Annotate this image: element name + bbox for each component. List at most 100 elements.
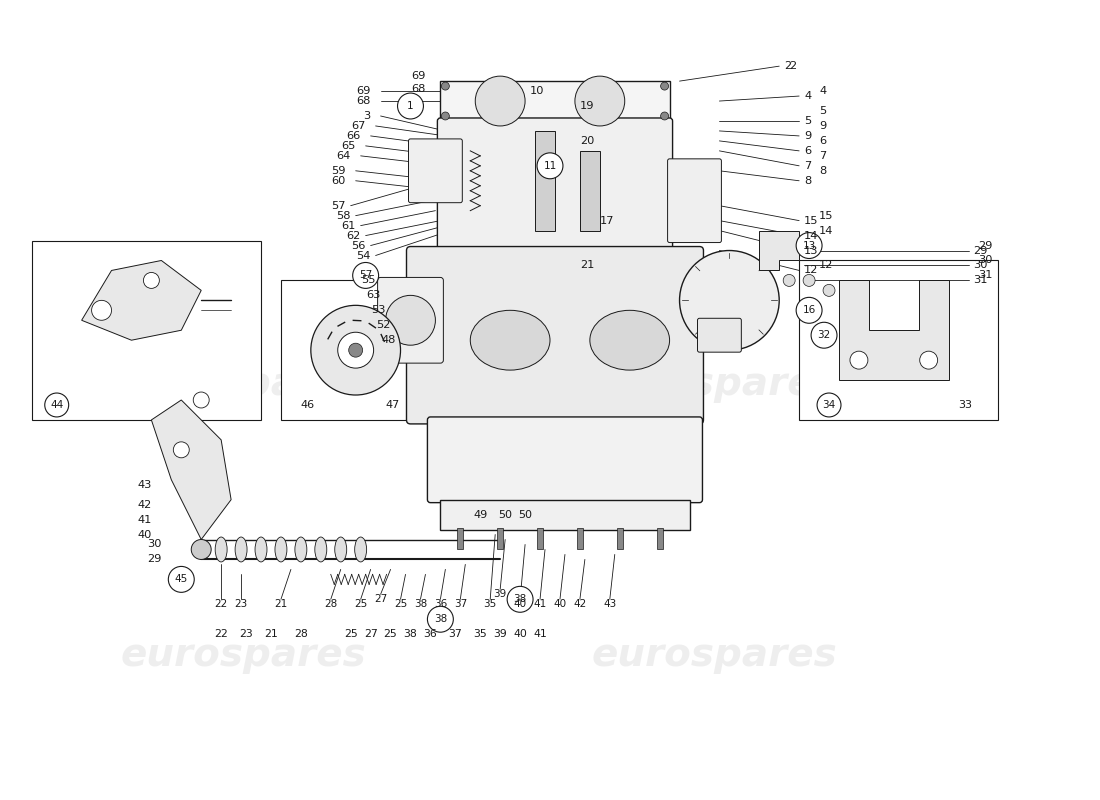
Text: 27: 27 — [364, 629, 377, 639]
FancyBboxPatch shape — [697, 318, 741, 352]
Circle shape — [811, 322, 837, 348]
Text: 40: 40 — [138, 530, 152, 539]
Circle shape — [353, 262, 378, 288]
Text: 40: 40 — [553, 599, 566, 610]
Ellipse shape — [471, 310, 550, 370]
Text: 48: 48 — [382, 335, 396, 346]
Text: 65: 65 — [341, 141, 355, 151]
Circle shape — [338, 332, 374, 368]
Text: 41: 41 — [534, 629, 547, 639]
Text: 66: 66 — [346, 131, 361, 141]
FancyBboxPatch shape — [408, 139, 462, 202]
Text: 16: 16 — [803, 306, 816, 315]
Text: 59: 59 — [331, 166, 345, 176]
Text: 37: 37 — [449, 629, 462, 639]
Text: 3: 3 — [363, 111, 371, 121]
Text: 27: 27 — [374, 594, 387, 604]
Circle shape — [349, 343, 363, 357]
Text: 46: 46 — [301, 400, 315, 410]
Text: 21: 21 — [580, 261, 594, 270]
Text: eurospares: eurospares — [120, 365, 366, 403]
Bar — [580, 151, 600, 230]
Text: 22: 22 — [214, 599, 228, 610]
Text: 36: 36 — [433, 599, 447, 610]
Circle shape — [174, 442, 189, 458]
Text: 68: 68 — [356, 96, 371, 106]
Text: 29: 29 — [979, 241, 993, 250]
Circle shape — [537, 153, 563, 178]
Polygon shape — [152, 400, 231, 539]
Text: 29: 29 — [147, 554, 162, 565]
Circle shape — [397, 93, 424, 119]
Text: 25: 25 — [354, 599, 367, 610]
Text: 67: 67 — [351, 121, 365, 131]
Ellipse shape — [235, 537, 248, 562]
Text: 54: 54 — [356, 250, 371, 261]
Circle shape — [796, 233, 822, 258]
Circle shape — [311, 306, 400, 395]
Ellipse shape — [255, 537, 267, 562]
Text: 32: 32 — [817, 330, 830, 340]
Text: 57: 57 — [359, 270, 372, 281]
Text: 1: 1 — [407, 101, 414, 111]
Text: 2: 2 — [789, 61, 796, 71]
Text: 30: 30 — [979, 255, 993, 266]
Text: 43: 43 — [603, 599, 616, 610]
Text: 47: 47 — [386, 400, 399, 410]
FancyBboxPatch shape — [438, 118, 672, 254]
Text: 30: 30 — [147, 539, 162, 550]
Text: 52: 52 — [376, 320, 390, 330]
Circle shape — [575, 76, 625, 126]
Text: 17: 17 — [600, 216, 614, 226]
Text: 53: 53 — [371, 306, 386, 315]
Circle shape — [168, 566, 195, 592]
Bar — [657, 527, 662, 550]
Text: 6: 6 — [804, 146, 811, 156]
Text: 57: 57 — [331, 201, 345, 210]
Text: 25: 25 — [344, 629, 358, 639]
Text: 33: 33 — [958, 400, 972, 410]
Text: 14: 14 — [804, 230, 818, 241]
Polygon shape — [759, 230, 799, 270]
Bar — [617, 527, 623, 550]
Text: 31: 31 — [979, 270, 993, 281]
Bar — [497, 527, 503, 550]
Circle shape — [45, 393, 68, 417]
Text: 36: 36 — [424, 629, 438, 639]
Text: 23: 23 — [239, 629, 253, 639]
Ellipse shape — [216, 537, 227, 562]
Ellipse shape — [334, 537, 346, 562]
Ellipse shape — [590, 310, 670, 370]
Text: 43: 43 — [138, 480, 152, 490]
Bar — [458, 527, 463, 550]
Text: 64: 64 — [337, 151, 351, 161]
Text: 39: 39 — [494, 590, 507, 599]
Circle shape — [507, 586, 534, 612]
Text: 38: 38 — [433, 614, 447, 624]
Text: 21: 21 — [264, 629, 278, 639]
Text: 4: 4 — [804, 91, 811, 101]
Circle shape — [386, 295, 436, 345]
Text: 44: 44 — [51, 400, 64, 410]
Text: 9: 9 — [820, 121, 826, 131]
Circle shape — [194, 392, 209, 408]
Text: 41: 41 — [138, 514, 152, 525]
Circle shape — [680, 250, 779, 350]
Text: eurospares: eurospares — [592, 365, 837, 403]
Circle shape — [475, 76, 525, 126]
Circle shape — [441, 82, 450, 90]
Text: 28: 28 — [294, 629, 308, 639]
Text: 5: 5 — [804, 116, 812, 126]
Text: 42: 42 — [573, 599, 586, 610]
Text: 50: 50 — [518, 510, 532, 520]
Polygon shape — [440, 81, 670, 121]
Circle shape — [191, 539, 211, 559]
Ellipse shape — [315, 537, 327, 562]
Text: 35: 35 — [473, 629, 487, 639]
Circle shape — [850, 351, 868, 369]
Text: 45: 45 — [175, 574, 188, 584]
Text: 21: 21 — [274, 599, 287, 610]
Text: 38: 38 — [514, 594, 527, 604]
Text: 50: 50 — [498, 510, 513, 520]
FancyBboxPatch shape — [377, 278, 443, 363]
